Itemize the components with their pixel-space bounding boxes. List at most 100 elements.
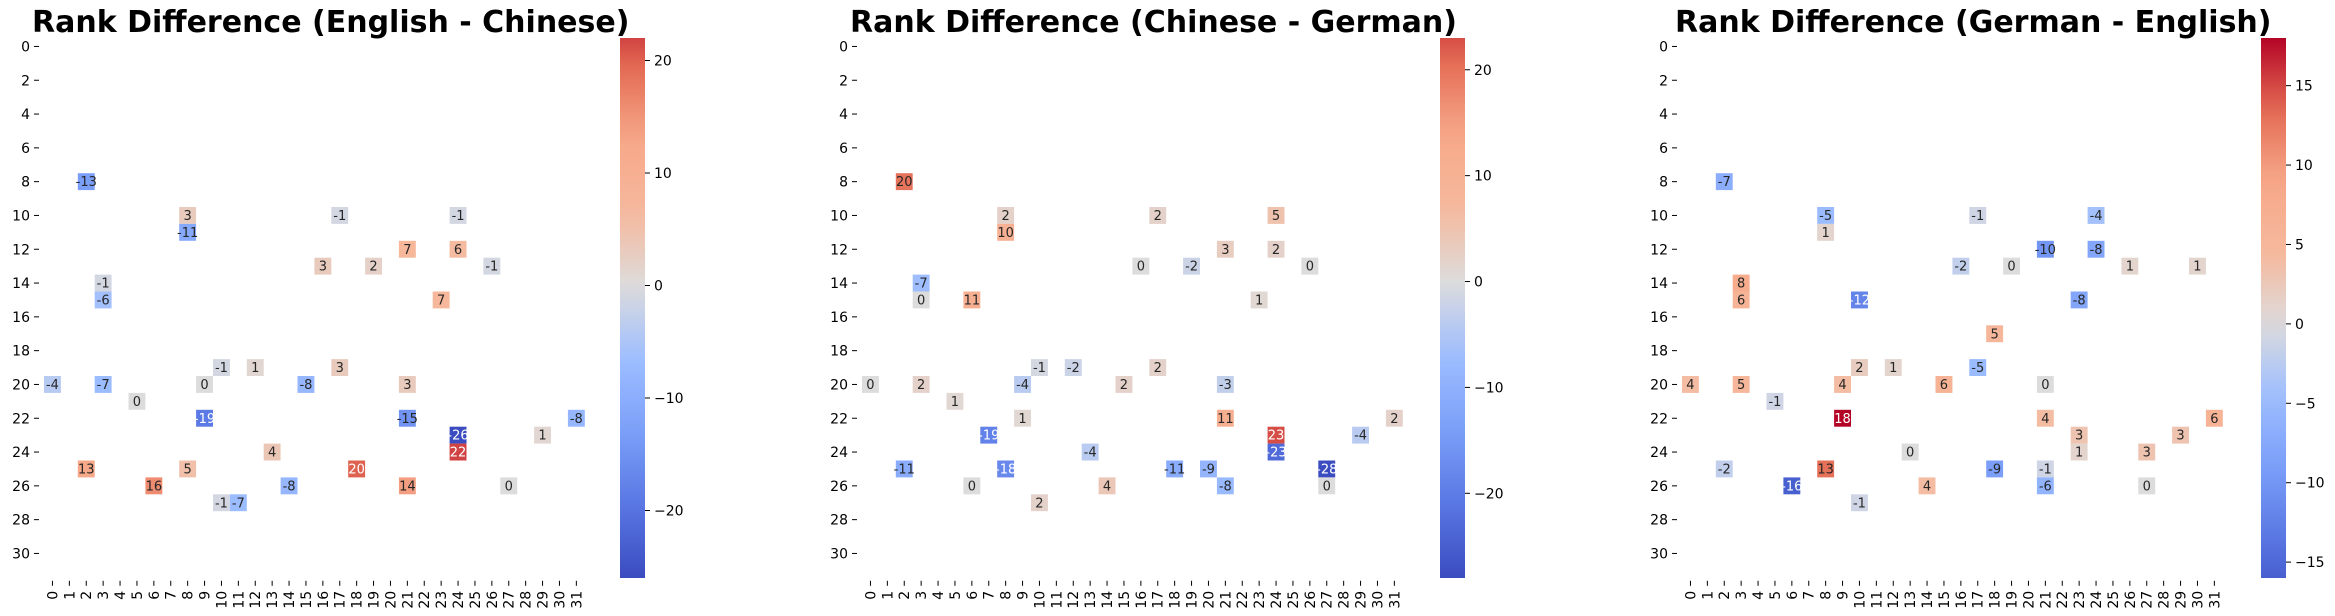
heatmap-cell	[179, 223, 197, 241]
cell-value-label: 11	[964, 293, 981, 308]
colorbar	[1440, 38, 1465, 578]
heatmap-cell	[500, 477, 518, 495]
heatmap-cell	[1834, 409, 1851, 427]
heatmap-cell	[1901, 443, 1919, 461]
y-tick-label: 8	[21, 175, 30, 191]
cell-value-label: -8	[1219, 479, 1232, 494]
heatmap-cell	[263, 443, 281, 461]
x-tick-label: 3	[914, 591, 930, 600]
cell-value-label: 13	[1817, 462, 1834, 477]
colorbar-tick-label: −10	[654, 391, 684, 407]
cell-value-label: 3	[403, 378, 411, 393]
heatmap-cell	[1952, 257, 1970, 275]
y-tick-label: 20	[1650, 377, 1668, 393]
cell-value-label: -2	[1954, 260, 1967, 275]
x-tick-label: 10	[1852, 591, 1868, 609]
x-tick-label: 14	[1100, 591, 1116, 609]
x-tick-label: 12	[1066, 591, 1082, 609]
colorbar-tick-label: −20	[1474, 486, 1504, 502]
heatmap-cell	[997, 207, 1015, 224]
heatmap-cell	[314, 257, 332, 275]
cell-value-label: -4	[1084, 446, 1097, 461]
cell-value-label: 3	[184, 209, 192, 224]
cell-value-label: 2	[1855, 361, 1863, 376]
heatmap-cell	[1969, 207, 1987, 224]
x-tick-label: 29	[536, 591, 552, 609]
heatmap-cell	[2205, 409, 2223, 427]
heatmap-cell	[1216, 376, 1234, 393]
heatmap-panel-1: Rank Difference (English - Chinese)02468…	[12, 5, 683, 609]
x-tick-label: 19	[1185, 591, 1201, 609]
heatmap-cell	[246, 359, 264, 376]
cell-value-label: -1	[333, 209, 346, 224]
x-tick-label: 5	[1768, 591, 1784, 600]
x-tick-label: 12	[1886, 591, 1902, 609]
x-tick-label: 6	[147, 591, 163, 600]
heatmap-cell	[398, 376, 416, 393]
cell-value-label: 20	[348, 462, 365, 477]
y-tick-label: 4	[1659, 107, 1668, 123]
x-tick-label: 26	[1303, 591, 1319, 609]
heatmap-cell	[980, 426, 998, 444]
heatmap-cell	[1817, 460, 1835, 478]
heatmap-cell	[1817, 223, 1835, 241]
colorbar-tick-label: −5	[2295, 396, 2316, 412]
heatmap-cell	[483, 257, 501, 275]
x-tick-label: 6	[1785, 591, 1801, 600]
colorbar-tick-label: 0	[1474, 275, 1483, 291]
colorbar	[620, 38, 645, 578]
y-tick-label: 16	[1650, 310, 1668, 326]
x-tick-label: 21	[2038, 591, 2054, 609]
y-tick-label: 2	[21, 73, 30, 89]
cell-value-label: -1	[97, 277, 110, 292]
x-tick-label: 31	[1387, 591, 1403, 609]
cell-value-label: -11	[177, 226, 198, 241]
colorbar-tick-label: −10	[1474, 380, 1504, 396]
chart-title: Rank Difference (Chinese - German)	[850, 5, 1457, 40]
cell-value-label: -1	[452, 209, 465, 224]
cell-value-label: 0	[2007, 260, 2015, 275]
cell-value-label: -19	[978, 429, 999, 444]
x-tick-label: 26	[485, 591, 501, 609]
cell-value-label: 7	[437, 293, 445, 308]
cell-value-label: -1	[1768, 395, 1781, 410]
heatmap-cell	[534, 426, 551, 444]
heatmap-cell	[1216, 240, 1234, 258]
heatmap-cell	[1149, 207, 1167, 224]
heatmap-cell	[2036, 460, 2054, 478]
x-tick-label: 10	[214, 591, 230, 609]
x-tick-label: 16	[1134, 591, 1150, 609]
cell-value-label: 16	[146, 479, 163, 494]
y-tick-label: 28	[830, 513, 848, 529]
cell-value-label: 0	[1137, 260, 1145, 275]
cell-value-label: 1	[1018, 412, 1026, 427]
heatmap-cell	[2087, 207, 2105, 224]
x-tick-label: 0	[45, 591, 61, 600]
cell-value-label: -4	[46, 378, 59, 393]
x-tick-label: 30	[1370, 591, 1386, 609]
heatmap-cell	[1918, 477, 1936, 495]
heatmap-cell	[1715, 460, 1733, 478]
cell-value-label: -5	[1971, 361, 1984, 376]
heatmap-cell	[2036, 409, 2054, 427]
colorbar-tick-label: 20	[1474, 63, 1492, 79]
x-tick-label: 28	[2157, 591, 2173, 609]
y-tick-label: 4	[839, 107, 848, 123]
y-tick-label: 22	[830, 411, 848, 427]
heatmap-cell	[1267, 443, 1285, 461]
x-tick-label: 23	[2072, 591, 2088, 609]
y-tick-label: 14	[1650, 276, 1668, 292]
cell-value-label: 5	[1991, 327, 1999, 342]
colorbar-tick-label: 10	[1474, 169, 1492, 185]
x-tick-label: 5	[948, 591, 964, 600]
heatmap-panel-3: Rank Difference (German - English)024681…	[1650, 5, 2324, 609]
x-tick-label: 12	[248, 591, 264, 609]
x-tick-label: 13	[1083, 591, 1099, 609]
cell-value-label: 0	[1306, 260, 1314, 275]
x-tick-label: 1	[62, 591, 78, 600]
heatmap-cell	[997, 460, 1015, 478]
x-tick-label: 11	[1049, 591, 1065, 609]
cell-value-label: -1	[215, 361, 228, 376]
y-tick-label: 18	[830, 344, 848, 360]
cell-value-label: 2	[369, 260, 377, 275]
